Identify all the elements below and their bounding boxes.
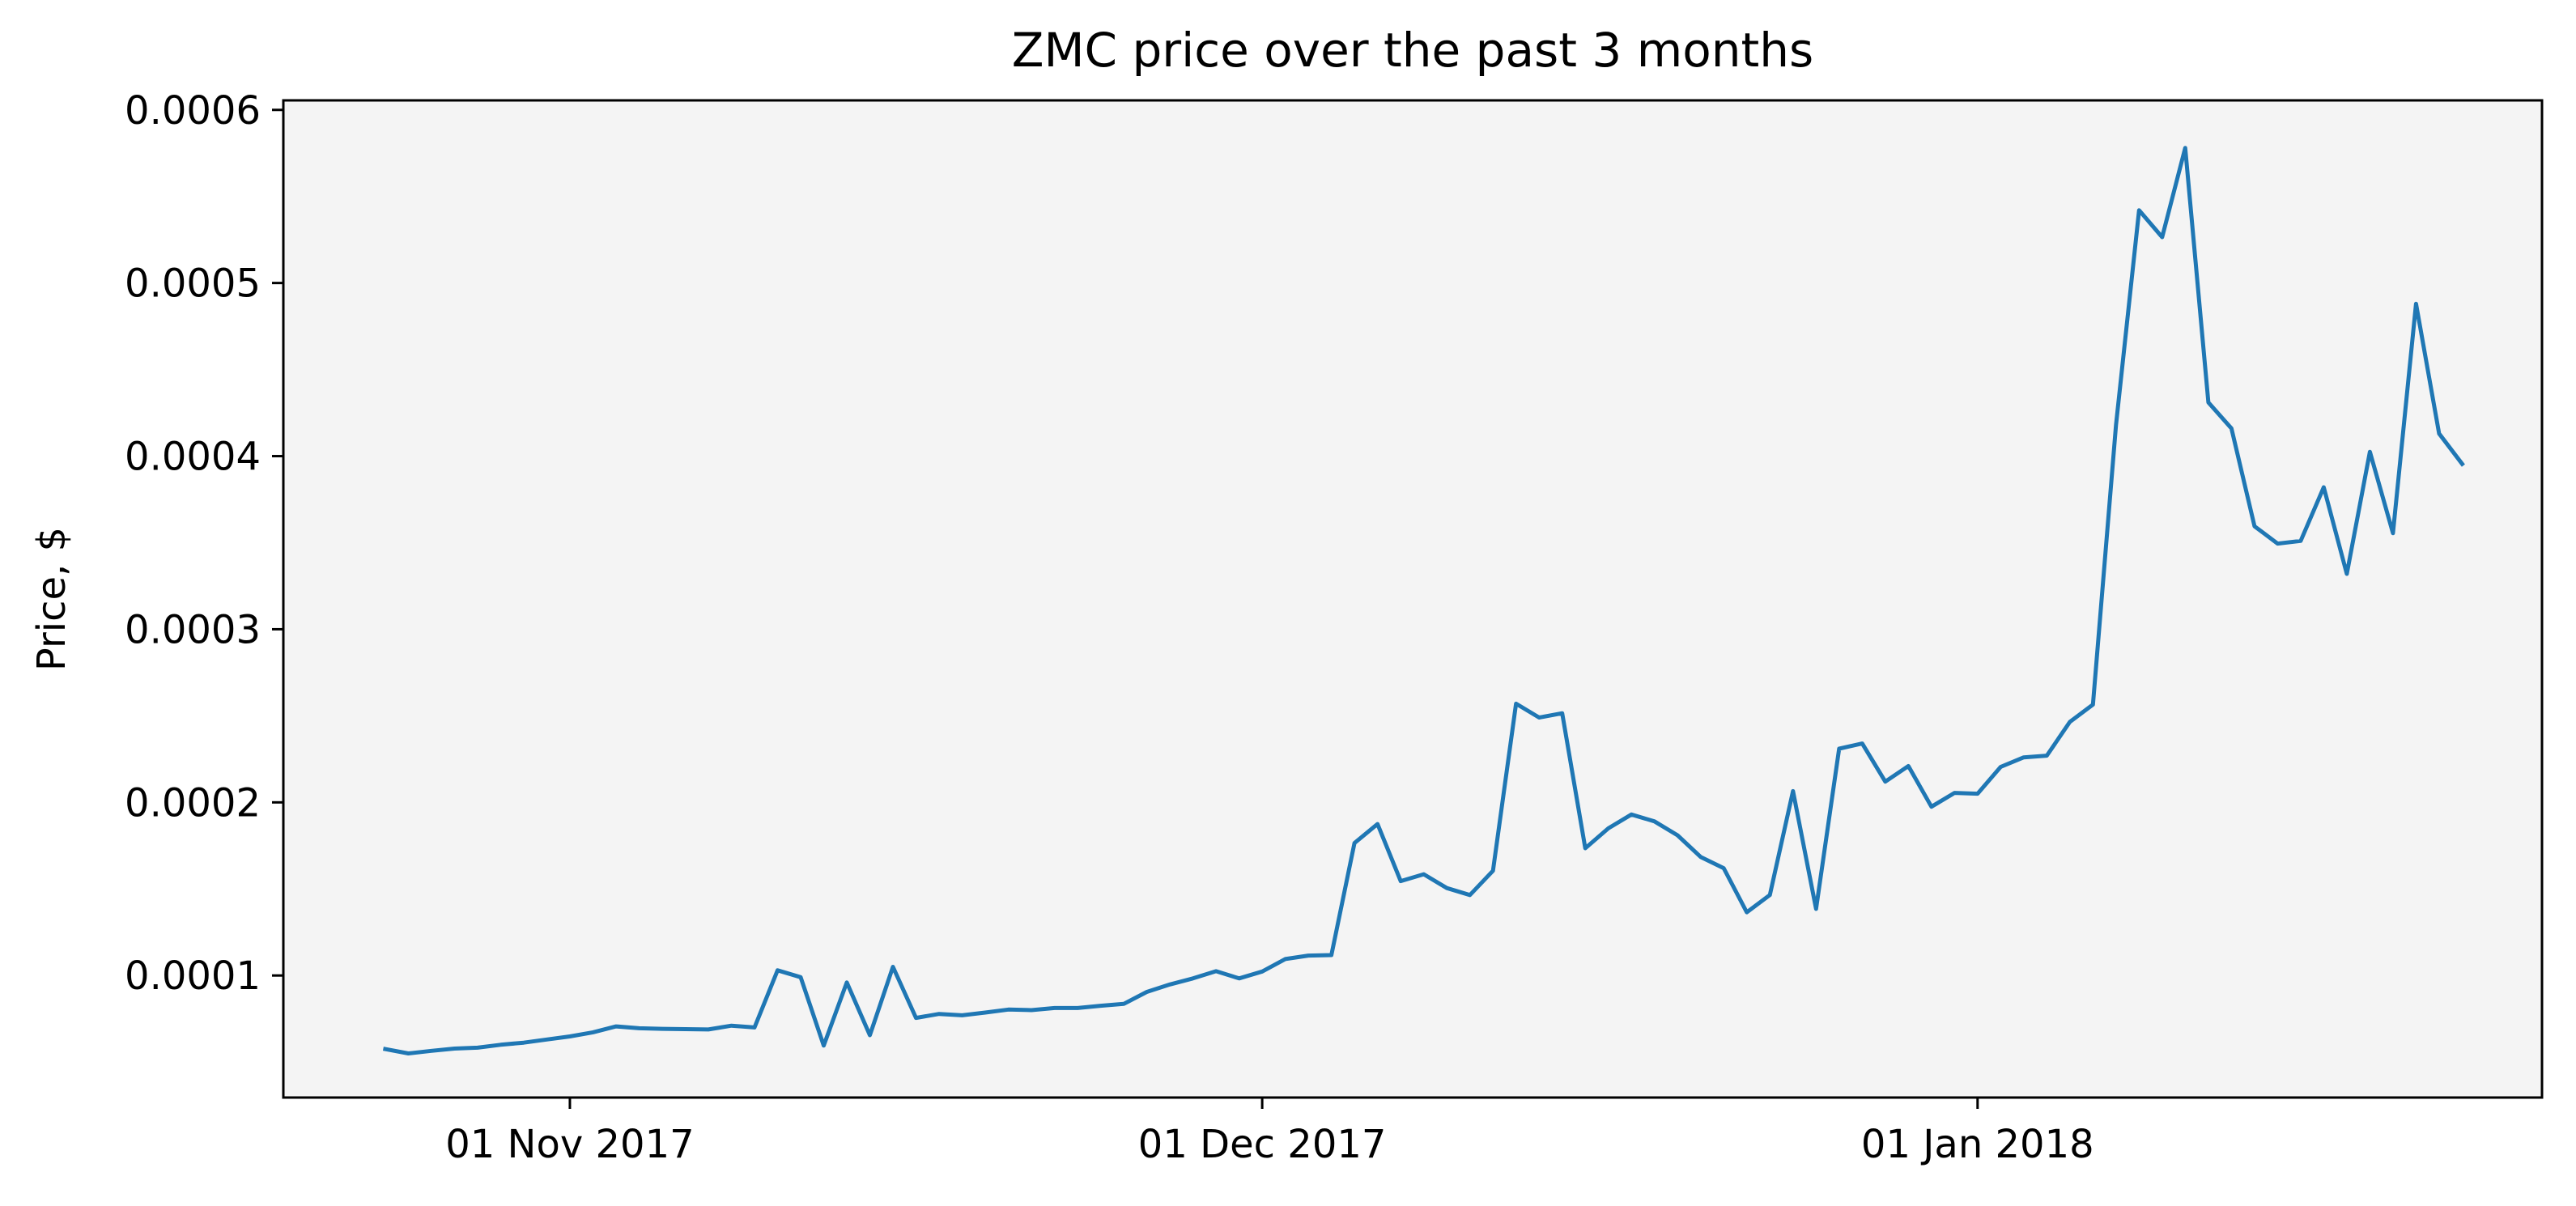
y-tick-label: 0.0006 xyxy=(125,88,261,134)
x-tick-label: 01 Jan 2018 xyxy=(1861,1122,2094,1167)
y-tick-label: 0.0004 xyxy=(125,435,261,480)
x-axis-ticks: 01 Nov 2017 01 Dec 2017 01 Jan 2018 xyxy=(445,1098,2094,1167)
y-tick-label: 0.0001 xyxy=(125,953,261,999)
x-tick-label: 01 Dec 2017 xyxy=(1138,1122,1387,1167)
y-tick-label: 0.0005 xyxy=(125,261,261,307)
plot-area-background xyxy=(283,100,2542,1098)
y-axis-label: Price, $ xyxy=(29,527,74,671)
y-tick-label: 0.0003 xyxy=(125,607,261,652)
price-series-line xyxy=(382,146,2465,1055)
x-tick-label: 01 Nov 2017 xyxy=(445,1122,694,1167)
plot-area-frame xyxy=(282,99,2544,1099)
y-axis-ticks: 0.0001 0.0002 0.0003 0.0004 0.0005 0.0006 xyxy=(125,88,283,999)
y-tick-label: 0.0002 xyxy=(125,780,261,826)
chart-title: ZMC price over the past 3 months xyxy=(1012,23,1813,78)
